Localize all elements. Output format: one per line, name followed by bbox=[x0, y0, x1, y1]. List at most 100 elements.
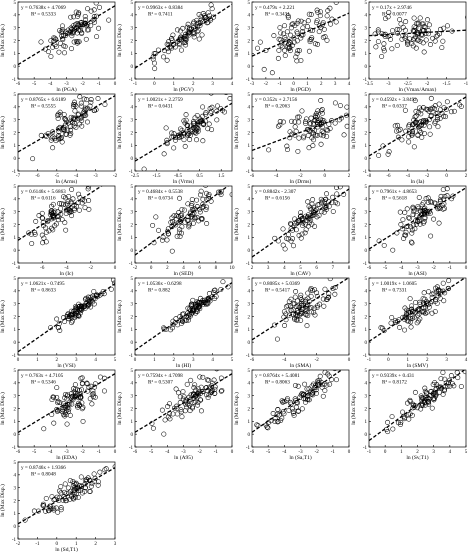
data-point bbox=[87, 103, 93, 109]
data-point bbox=[203, 14, 209, 20]
panel-svg: -1 0 1 2 3 4 5 -8 -6 -4 -2 0 ln (Ic) ln (Max Disp.) y … bbox=[0, 185, 117, 277]
data-point bbox=[76, 191, 82, 197]
x-tick-label: -4 bbox=[165, 450, 170, 455]
data-point bbox=[198, 188, 204, 194]
data-point bbox=[62, 395, 68, 401]
y-tick-label: 4 bbox=[365, 14, 368, 19]
data-point bbox=[79, 400, 85, 406]
y-tick-label: -1 bbox=[363, 262, 368, 267]
x-tick-label: -5 bbox=[266, 450, 271, 455]
data-point bbox=[292, 124, 298, 130]
data-point bbox=[90, 391, 96, 397]
data-point bbox=[402, 107, 408, 113]
data-point bbox=[211, 377, 217, 383]
data-point bbox=[38, 39, 44, 45]
x-tick-label: -3 bbox=[94, 174, 99, 179]
data-point bbox=[74, 39, 79, 44]
data-point bbox=[419, 202, 425, 208]
data-point bbox=[408, 239, 414, 245]
data-point bbox=[287, 221, 293, 227]
data-point bbox=[69, 320, 74, 326]
data-point bbox=[317, 13, 323, 19]
data-point bbox=[177, 314, 183, 320]
scatter-panel: -1 0 1 2 3 4 5 -8 -6 -4 -2 0 2 ln (Ia) ln (Max Disp.) y… bbox=[350, 92, 469, 185]
data-point bbox=[310, 381, 316, 387]
r-squared-label: R² = 0.7331 bbox=[382, 288, 407, 294]
data-point bbox=[177, 394, 183, 400]
data-point bbox=[310, 143, 316, 149]
data-point bbox=[282, 323, 288, 328]
data-point bbox=[190, 124, 196, 130]
data-point bbox=[75, 400, 81, 406]
x-tick-label: -2 bbox=[315, 358, 320, 363]
plot-area bbox=[369, 186, 466, 253]
y-tick-label: 3 bbox=[365, 210, 368, 215]
data-point bbox=[191, 34, 197, 40]
data-point bbox=[288, 25, 294, 31]
data-point bbox=[292, 294, 298, 300]
panel-svg: -1 0 1 2 3 4 5 -6 -5 -4 -3 -2 -1 0 ln (EDA) ln (Max Dis… bbox=[0, 369, 117, 461]
y-tick-label: 1 bbox=[131, 236, 134, 241]
data-point bbox=[45, 49, 51, 55]
data-point bbox=[52, 35, 58, 41]
data-point bbox=[417, 299, 423, 305]
y-tick-label: 3 bbox=[248, 26, 251, 31]
data-point bbox=[275, 55, 281, 61]
data-point bbox=[70, 104, 76, 110]
data-point bbox=[61, 412, 67, 418]
data-point bbox=[419, 134, 425, 140]
y-tick-label: 5 bbox=[248, 1, 251, 6]
data-point bbox=[179, 414, 185, 420]
data-point bbox=[269, 70, 275, 76]
data-point bbox=[431, 290, 437, 296]
data-point bbox=[419, 31, 425, 37]
data-point bbox=[315, 9, 321, 15]
data-point bbox=[181, 207, 187, 213]
data-point bbox=[65, 409, 71, 415]
x-tick-label: -4 bbox=[48, 450, 53, 455]
data-point bbox=[182, 143, 188, 149]
data-point bbox=[51, 505, 57, 511]
x-tick-label: 8 bbox=[215, 266, 218, 271]
y-tick-label: -1 bbox=[129, 170, 134, 175]
panel-svg: -1 0 1 2 3 4 5 -6 -4 -2 0 ln (SMA) ln (Max Disp.) y =… bbox=[233, 277, 351, 369]
y-tick-label: 5 bbox=[131, 93, 134, 98]
data-point bbox=[219, 388, 225, 393]
data-point bbox=[69, 33, 75, 39]
data-point bbox=[67, 478, 73, 484]
data-point bbox=[185, 21, 191, 27]
data-point bbox=[420, 105, 426, 111]
data-point bbox=[192, 382, 198, 388]
y-tick-label: 3 bbox=[248, 210, 251, 215]
data-point bbox=[78, 474, 84, 480]
data-point bbox=[190, 405, 196, 411]
data-point bbox=[212, 386, 218, 392]
y-tick-label: 0 bbox=[14, 525, 17, 530]
data-point bbox=[214, 108, 220, 114]
data-point bbox=[174, 27, 180, 33]
data-point bbox=[208, 94, 214, 96]
data-point bbox=[89, 401, 95, 407]
data-point bbox=[417, 15, 423, 21]
y-tick-label: 2 bbox=[14, 315, 17, 320]
data-point bbox=[406, 123, 412, 129]
data-point bbox=[326, 291, 332, 297]
data-point bbox=[430, 35, 436, 41]
x-tick-label: -4 bbox=[282, 358, 287, 363]
r-squared-label: R² = 0.8048 bbox=[31, 472, 56, 478]
data-point bbox=[29, 241, 35, 247]
data-point bbox=[57, 40, 63, 46]
data-point bbox=[299, 231, 305, 237]
data-point bbox=[66, 401, 71, 407]
data-point bbox=[275, 407, 281, 413]
data-point bbox=[420, 40, 426, 46]
x-tick-label: -2 bbox=[81, 82, 86, 87]
y-tick-label: -1 bbox=[246, 78, 251, 83]
regression-line bbox=[135, 186, 229, 256]
y-axis-label: ln (Max Disp.) bbox=[233, 116, 240, 149]
data-point bbox=[444, 186, 450, 192]
x-tick-label: 3 bbox=[211, 82, 214, 87]
scatter-panel: -1 0 1 2 3 4 5 -6 -5 -4 -3 -2 -1 0 ln (EDA) ln (Max Dis… bbox=[0, 368, 118, 461]
y-tick-label: -1 bbox=[246, 446, 251, 451]
